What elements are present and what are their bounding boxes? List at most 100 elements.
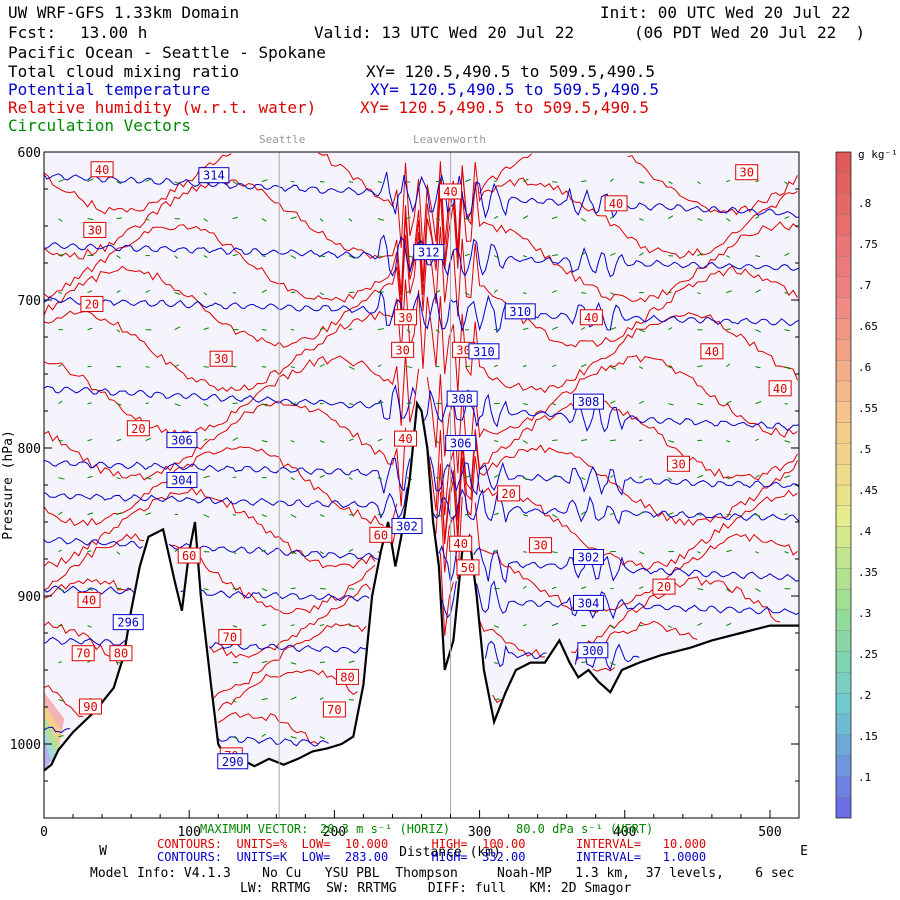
colorbar-tick-label: .2 (858, 689, 871, 702)
rh-label: 30 (666, 455, 690, 472)
circulation-vector (522, 178, 529, 183)
theta-label-text: 310 (509, 305, 531, 319)
circulation-vector (697, 181, 701, 185)
circulation-vector (580, 327, 586, 331)
theta-label-text: 306 (171, 434, 193, 448)
circulation-vector (58, 364, 62, 368)
circulation-vector (464, 178, 472, 183)
colorbar-band (835, 568, 852, 590)
circulation-vector (348, 588, 355, 590)
circulation-vector (203, 255, 208, 258)
circulation-vector (348, 218, 353, 222)
circulation-vector (755, 474, 760, 479)
circulation-vector (87, 327, 93, 331)
rh-label: 40 (90, 161, 114, 178)
circulation-vector (493, 180, 498, 183)
circulation-vector (552, 586, 557, 590)
theta-contour-304 (43, 487, 800, 525)
theta-label-text: 314 (203, 169, 225, 183)
circulation-vector (755, 180, 760, 183)
circulation-vector (755, 255, 760, 258)
circulation-vector (58, 661, 62, 664)
circulation-vector (348, 514, 354, 516)
circulation-vector (581, 439, 588, 442)
circulation-vector (668, 440, 675, 443)
circulation-vector (116, 477, 121, 480)
circulation-vector (610, 439, 616, 442)
theta-label-box (112, 614, 144, 631)
circulation-vector (609, 215, 614, 219)
circulation-vector (87, 290, 93, 294)
colorbar-band (835, 276, 852, 298)
circulation-vector (58, 735, 64, 738)
colorbar-band (835, 755, 852, 777)
rh-label-text: 80 (114, 647, 128, 661)
colorbar-tick-label: .25 (858, 648, 878, 661)
rh-label-text: 20 (657, 580, 671, 594)
circulation-vector (348, 255, 355, 259)
circulation-vector (261, 660, 268, 664)
circulation-vector (697, 474, 704, 479)
circulation-vector (116, 217, 122, 220)
circulation-vector (58, 588, 65, 592)
circulation-vector (145, 437, 152, 442)
theta-label-text: 302 (578, 551, 600, 565)
circulation-vector (784, 440, 791, 443)
theta-label: 290 (217, 753, 249, 770)
circulation-vector (406, 181, 411, 183)
model-title: UW WRF-GFS 1.33km Domain (8, 3, 240, 22)
y-tick-label: 1000 (10, 738, 41, 753)
circulation-vector (755, 588, 761, 592)
rh-label-text: 80 (340, 670, 354, 684)
circulation-vector (552, 551, 558, 554)
field-cloud-name: Total cloud mixing ratio (8, 62, 240, 81)
circulation-vector (609, 178, 614, 182)
model-info: Model Info: V4.1.3 No Cu YSU PBL Thompso… (90, 866, 795, 881)
circulation-vector (116, 512, 123, 516)
circulation-vector (406, 290, 411, 294)
colorbar-band (835, 172, 852, 194)
circulation-vector (726, 290, 732, 294)
circulation-vector (232, 625, 238, 628)
circulation-vector (58, 477, 65, 480)
rh-contour (43, 279, 798, 394)
circulation-vector (784, 181, 789, 185)
rh-label-box (71, 645, 95, 662)
circulation-vector (493, 662, 498, 664)
rh-label: 70 (322, 701, 346, 718)
colorbar-band (835, 692, 852, 715)
rh-label-box (652, 578, 676, 595)
rh-label: 60 (177, 547, 201, 564)
circulation-vector (58, 699, 65, 702)
rh-label: 40 (700, 343, 724, 360)
x-tick-label: 200 (323, 825, 346, 840)
theta-label-box (166, 432, 198, 449)
colorbar-band (835, 422, 852, 444)
circulation-vector (319, 514, 325, 517)
circulation-vector (697, 588, 704, 591)
circulation-vector (726, 440, 731, 443)
rh-contour (43, 152, 798, 252)
rh-label-box (529, 537, 553, 554)
circulation-vector (639, 218, 644, 221)
circulation-vector (290, 514, 297, 518)
circulation-vector (87, 402, 92, 405)
circulation-vector (464, 292, 470, 296)
circulation-vector (377, 218, 384, 221)
circulation-vector (668, 366, 673, 369)
rh-label-text: 20 (501, 487, 515, 501)
circulation-vector (406, 329, 411, 333)
circulation-vector (435, 440, 440, 444)
rh-label-box (666, 455, 690, 472)
circulation-vector (493, 440, 499, 443)
rh-label-text: 60 (374, 528, 388, 542)
circulation-vector (348, 660, 355, 664)
circulation-vector (377, 401, 384, 405)
colorbar-tick-label: .4 (858, 525, 872, 538)
rh-label: 80 (109, 645, 133, 662)
circulation-vector (523, 551, 528, 553)
rh-label-text: 30 (740, 166, 754, 180)
rh-label-text: 40 (398, 432, 412, 446)
circulation-vector (87, 475, 93, 479)
